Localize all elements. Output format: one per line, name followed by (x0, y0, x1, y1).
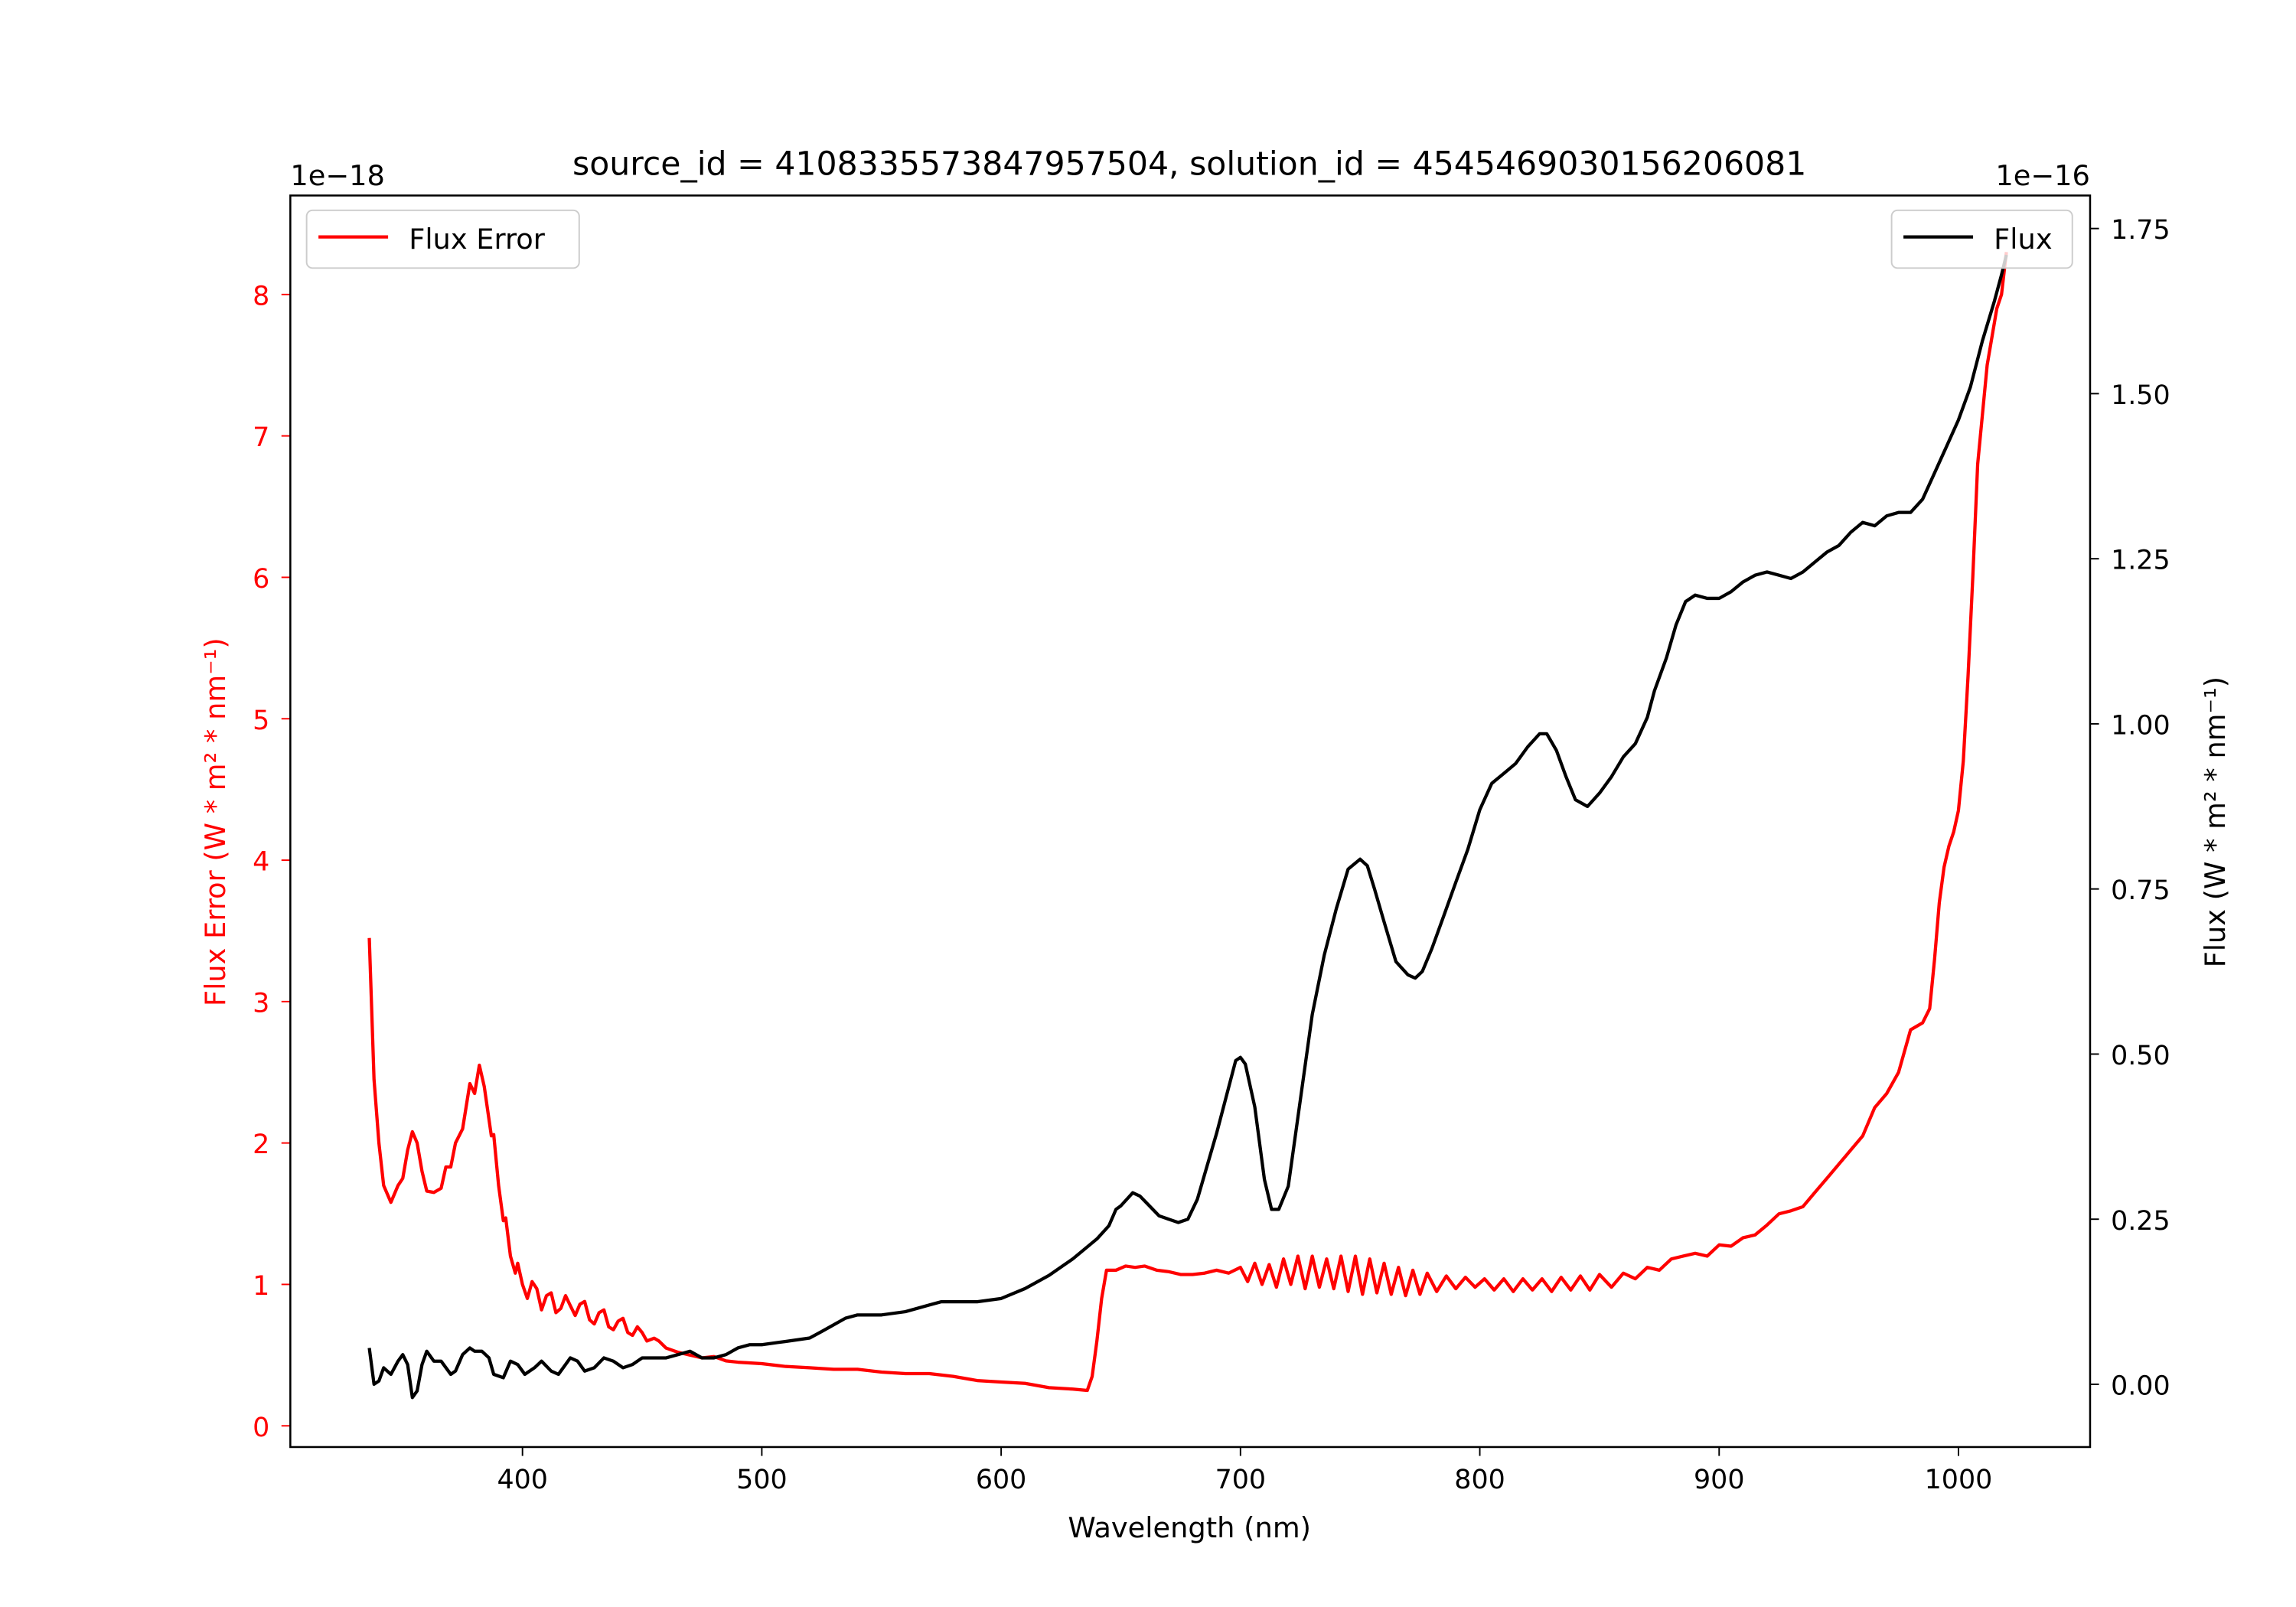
x-tick-label: 900 (1694, 1465, 1744, 1495)
x-tick-label: 800 (1454, 1465, 1505, 1495)
left-axis-label: Flux Error (W * m² * nm⁻¹) (199, 637, 232, 1006)
left-tick-label: 8 (253, 281, 269, 311)
right-tick-label: 0.00 (2111, 1371, 2170, 1402)
right-tick-label: 1.75 (2111, 215, 2170, 246)
x-tick-label: 400 (497, 1465, 547, 1495)
legend-flux: Flux (1890, 209, 2073, 269)
left-offset-label: 1e−18 (290, 159, 385, 192)
legend-label-flux: Flux (1994, 223, 2052, 256)
left-tick-label: 5 (253, 706, 269, 736)
left-tick-label: 4 (253, 847, 269, 878)
series-line-flux (367, 254, 2008, 1400)
right-tick-label: 0.25 (2111, 1206, 2170, 1237)
x-tick-label: 600 (976, 1465, 1026, 1495)
left-tick-label: 7 (253, 422, 269, 453)
right-axis-label: Flux (W * m² * nm⁻¹) (2199, 676, 2232, 967)
left-tick-label: 2 (253, 1129, 269, 1160)
right-tick-label: 1.50 (2111, 380, 2170, 411)
plot-frame (289, 194, 2092, 1449)
left-tick-label: 1 (253, 1271, 269, 1302)
x-axis-label: Wavelength (nm) (1068, 1511, 1311, 1544)
x-tick-label: 700 (1215, 1465, 1266, 1495)
left-tick-label: 3 (253, 988, 269, 1019)
left-tick-label: 0 (253, 1413, 269, 1443)
left-tick-label: 6 (253, 564, 269, 595)
series-line-flux-error (367, 252, 2008, 1393)
x-tick-label: 500 (736, 1465, 787, 1495)
right-tick-label: 0.50 (2111, 1041, 2170, 1071)
right-offset-label: 1e−16 (1995, 159, 2090, 192)
legend-flux-error: Flux Error (305, 209, 580, 269)
right-tick-label: 0.75 (2111, 875, 2170, 906)
chart-title: source_id = 4108335573847957504, solutio… (572, 145, 1806, 183)
right-tick-label: 1.00 (2111, 710, 2170, 741)
x-tick-label: 1000 (1925, 1465, 1993, 1495)
legend-label-flux-error: Flux Error (409, 223, 546, 256)
right-tick-label: 1.25 (2111, 546, 2170, 576)
